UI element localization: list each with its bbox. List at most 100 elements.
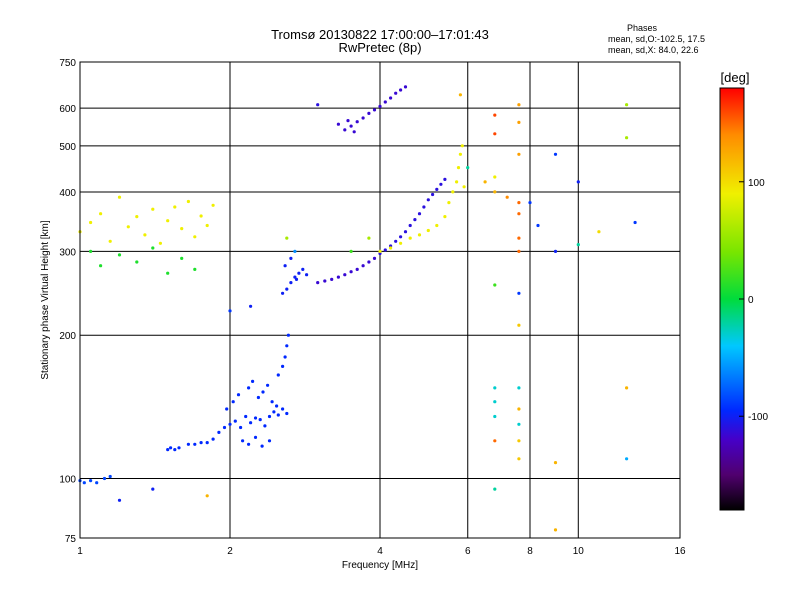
data-point — [205, 494, 209, 498]
data-point — [372, 256, 377, 260]
data-point — [517, 407, 521, 411]
y-tick-label: 300 — [59, 247, 76, 258]
y-tick-label: 600 — [59, 104, 76, 115]
data-point — [536, 223, 540, 228]
data-point — [352, 130, 356, 134]
data-point — [228, 422, 232, 426]
data-point — [151, 207, 155, 211]
data-point — [275, 404, 279, 408]
data-point — [281, 364, 285, 368]
data-point — [336, 122, 340, 126]
data-point — [426, 198, 430, 202]
data-point — [625, 457, 629, 461]
data-point — [493, 439, 497, 443]
data-point — [177, 446, 181, 450]
data-point — [186, 199, 190, 204]
data-point — [458, 152, 462, 156]
data-point — [413, 218, 417, 222]
data-point — [211, 203, 215, 207]
data-point — [236, 393, 241, 397]
colorbar-tick-label: 100 — [748, 178, 765, 189]
y-tick-label: 750 — [59, 58, 76, 69]
data-point — [553, 528, 558, 532]
data-point — [82, 481, 86, 485]
data-point — [336, 275, 340, 279]
data-point — [426, 228, 430, 233]
colorbar: 100 0 -100 — [719, 87, 768, 511]
data-point — [576, 243, 580, 247]
data-point — [493, 175, 497, 179]
data-point — [166, 219, 170, 223]
colorbar-tick-label: -100 — [748, 412, 768, 423]
data-point — [378, 249, 382, 253]
data-point — [316, 103, 320, 107]
data-point — [417, 212, 422, 216]
data-point — [180, 227, 184, 231]
y-tick-label: 75 — [65, 534, 77, 545]
y-axis-label: Stationary phase Virtual Height [km] — [40, 220, 51, 380]
data-point — [193, 267, 197, 271]
data-point — [493, 132, 497, 136]
x-tick-label: 1 — [77, 546, 83, 557]
data-point — [383, 100, 387, 104]
data-point — [286, 333, 290, 337]
chart-subtitle: RwPretec (8p) — [338, 40, 421, 55]
data-point — [483, 180, 487, 184]
data-point — [285, 287, 289, 291]
data-point — [270, 400, 274, 404]
data-point — [89, 220, 93, 225]
data-point — [281, 291, 285, 295]
data-point — [233, 419, 237, 423]
data-point — [517, 152, 521, 156]
data-point — [117, 253, 122, 257]
data-point — [253, 435, 258, 439]
data-point — [283, 355, 287, 359]
data-point — [517, 236, 521, 240]
y-tick-label: 500 — [59, 142, 76, 153]
data-point — [117, 498, 122, 502]
data-point — [231, 400, 235, 404]
x-tick-label: 10 — [573, 546, 585, 557]
data-point — [553, 461, 558, 465]
y-tick-label: 400 — [59, 188, 76, 199]
x-tick-label: 8 — [527, 546, 533, 557]
data-point — [361, 264, 365, 268]
data-point — [367, 236, 371, 240]
data-point — [193, 235, 197, 239]
grid-lines — [80, 62, 680, 538]
data-point — [456, 166, 461, 170]
data-point — [346, 119, 350, 123]
data-point — [378, 104, 382, 108]
data-point — [180, 256, 184, 260]
data-point — [517, 212, 521, 216]
data-point — [186, 442, 190, 446]
data-point — [294, 277, 299, 281]
data-point — [267, 414, 272, 419]
data-point — [276, 413, 280, 417]
data-point — [249, 421, 253, 425]
x-tick-label: 6 — [465, 546, 471, 557]
data-point — [458, 93, 462, 97]
data-point — [517, 201, 521, 205]
data-point — [372, 108, 377, 112]
plot-frame — [79, 61, 681, 539]
data-point — [193, 442, 197, 446]
data-point — [205, 223, 209, 228]
data-point — [399, 235, 403, 239]
plot-border — [79, 61, 681, 539]
data-point — [367, 260, 371, 264]
data-point — [126, 225, 130, 229]
data-point — [293, 249, 297, 253]
data-point — [323, 279, 327, 283]
data-point — [517, 386, 521, 390]
data-point — [239, 425, 243, 430]
data-point — [493, 283, 497, 287]
data-point — [625, 136, 629, 140]
data-point — [263, 424, 267, 428]
y-tick-label: 200 — [59, 331, 76, 342]
colorbar-label: [deg] — [721, 70, 750, 85]
data-point — [553, 249, 558, 253]
data-point — [394, 239, 398, 243]
